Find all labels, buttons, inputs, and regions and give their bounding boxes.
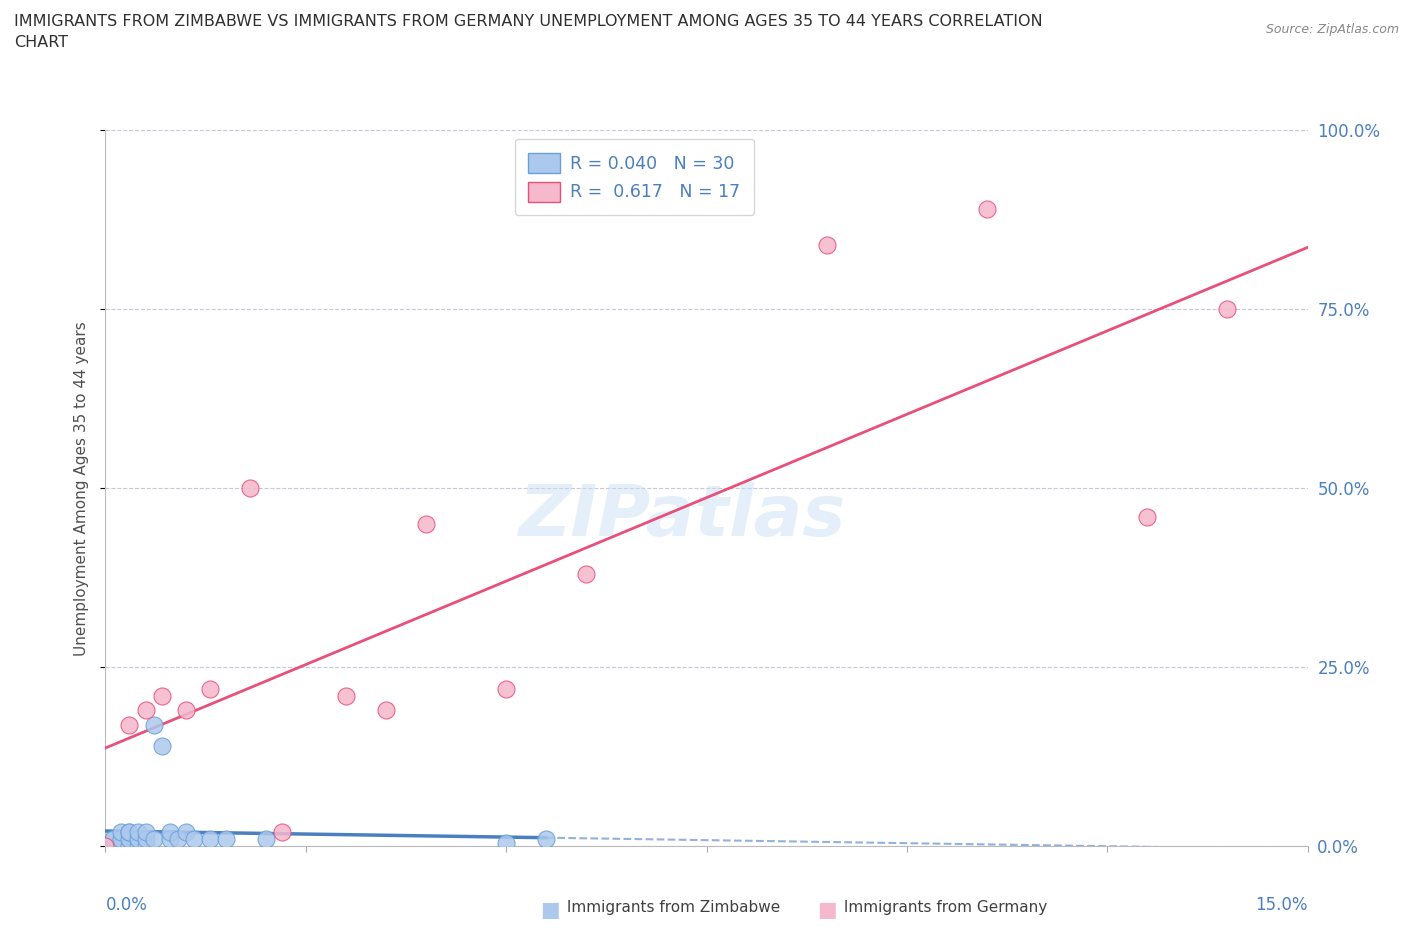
Point xyxy=(254,831,277,846)
Point xyxy=(110,839,132,854)
Point xyxy=(575,566,598,581)
Point xyxy=(118,831,141,846)
Point xyxy=(374,703,398,718)
Point xyxy=(142,831,165,846)
Point xyxy=(118,825,141,840)
Text: ZIPatlas: ZIPatlas xyxy=(519,483,846,551)
Point xyxy=(94,839,117,854)
Point xyxy=(127,831,149,846)
Point xyxy=(135,839,157,854)
Point xyxy=(118,839,141,854)
Point xyxy=(1216,302,1239,317)
Point xyxy=(142,717,165,732)
Point xyxy=(135,825,157,840)
Point xyxy=(159,831,181,846)
Point xyxy=(110,825,132,840)
Point xyxy=(270,825,292,840)
Text: Immigrants from Zimbabwe: Immigrants from Zimbabwe xyxy=(562,900,780,915)
Point xyxy=(103,839,125,854)
Point xyxy=(166,831,188,846)
Y-axis label: Unemployment Among Ages 35 to 44 years: Unemployment Among Ages 35 to 44 years xyxy=(75,321,90,656)
Text: ■: ■ xyxy=(540,900,560,920)
Point xyxy=(135,831,157,846)
Point xyxy=(118,717,141,732)
Text: ■: ■ xyxy=(817,900,837,920)
Legend: R = 0.040   N = 30, R =  0.617   N = 17: R = 0.040 N = 30, R = 0.617 N = 17 xyxy=(515,139,754,216)
Point xyxy=(94,839,117,854)
Point xyxy=(127,825,149,840)
Point xyxy=(150,688,173,703)
Point xyxy=(415,517,437,532)
Point xyxy=(214,831,236,846)
Point xyxy=(174,703,197,718)
Point xyxy=(239,481,262,496)
Point xyxy=(159,825,181,840)
Point xyxy=(534,831,557,846)
Point xyxy=(103,831,125,846)
Point xyxy=(815,237,838,252)
Point xyxy=(198,831,221,846)
Text: Immigrants from Germany: Immigrants from Germany xyxy=(839,900,1047,915)
Point xyxy=(150,738,173,753)
Text: 15.0%: 15.0% xyxy=(1256,897,1308,914)
Point xyxy=(183,831,205,846)
Text: Source: ZipAtlas.com: Source: ZipAtlas.com xyxy=(1265,23,1399,36)
Text: 0.0%: 0.0% xyxy=(105,897,148,914)
Point xyxy=(174,825,197,840)
Point xyxy=(198,682,221,697)
Point xyxy=(335,688,357,703)
Point xyxy=(976,202,998,217)
Text: IMMIGRANTS FROM ZIMBABWE VS IMMIGRANTS FROM GERMANY UNEMPLOYMENT AMONG AGES 35 T: IMMIGRANTS FROM ZIMBABWE VS IMMIGRANTS F… xyxy=(14,14,1043,50)
Point xyxy=(103,831,125,846)
Point xyxy=(1136,510,1159,525)
Point xyxy=(495,835,517,850)
Point xyxy=(127,839,149,854)
Point xyxy=(135,703,157,718)
Point xyxy=(118,825,141,840)
Point xyxy=(495,682,517,697)
Point xyxy=(110,831,132,846)
